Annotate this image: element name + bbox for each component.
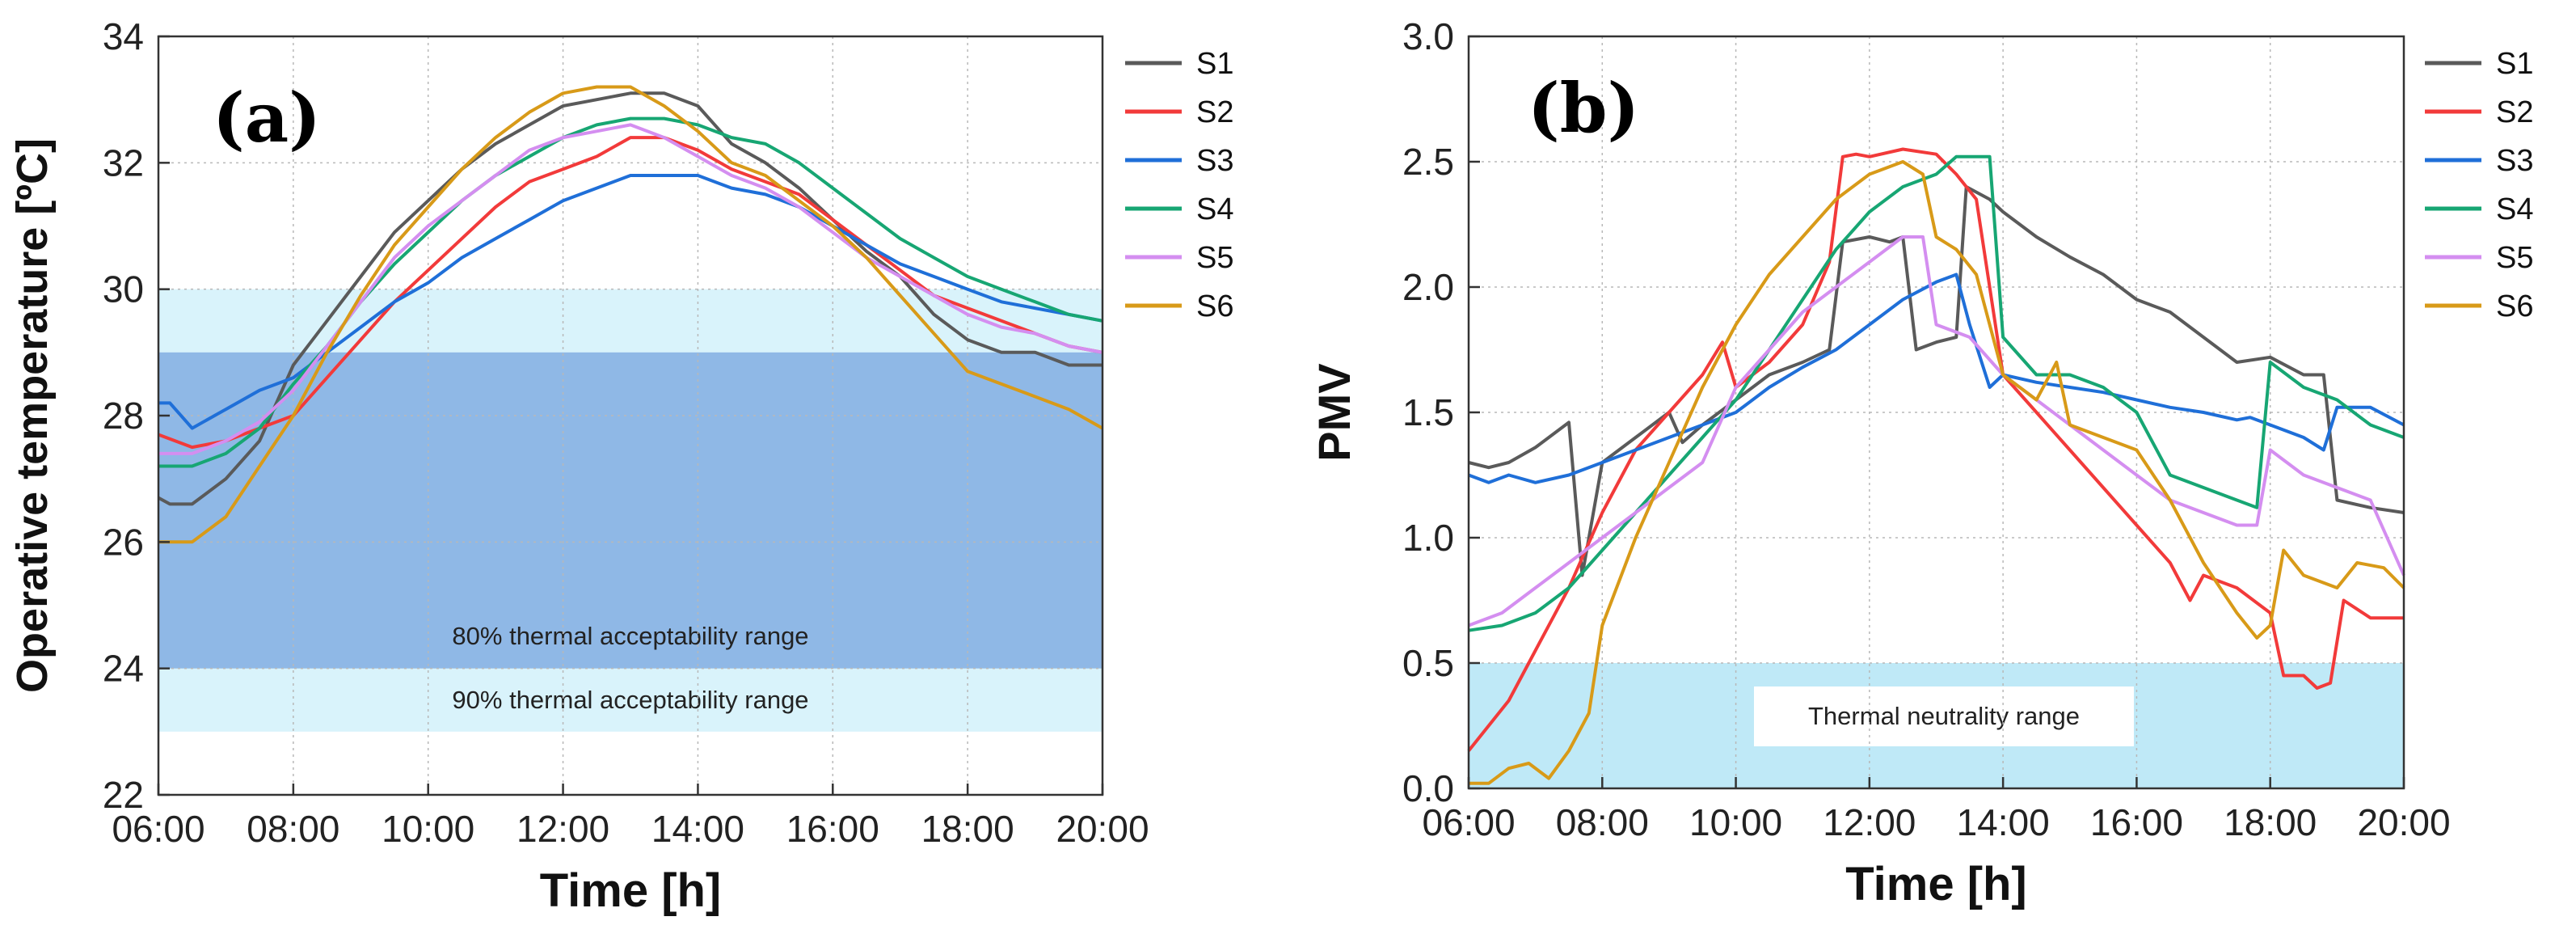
x-tick-label: 12:00	[516, 808, 609, 850]
x-axis-title: Time [h]	[1845, 858, 2027, 910]
legend-label-s5: S5	[2496, 241, 2533, 275]
legend: S1 S2 S3 S4 S5 S6	[2425, 47, 2533, 323]
y-tick-label: 26	[103, 521, 144, 563]
y-tick-labels: 22 24 26 28 30 32 34	[103, 15, 170, 816]
band-label-box	[1754, 686, 2134, 746]
x-tick-label: 20:00	[1056, 808, 1149, 850]
y-tick-label: 1.5	[1402, 391, 1454, 433]
legend-label-s5: S5	[1196, 241, 1233, 275]
x-tick-label: 06:00	[112, 808, 204, 850]
series-line-s2	[158, 136, 1103, 450]
y-tick-labels: 0.0 0.5 1.0 1.5 2.0 2.5 3.0	[1402, 15, 1480, 809]
panel-label-b: (b)	[1528, 68, 1639, 148]
panel-a-operative-temperature: 80% thermal acceptability range 90% therm…	[8, 15, 1233, 917]
legend-label-s4: S4	[2496, 192, 2533, 226]
legend-label-s4: S4	[1196, 192, 1233, 226]
x-tick-labels: 06:00 08:00 10:00 12:00 14:00 16:00 18:00 20:00	[112, 784, 1149, 850]
y-tick-label: 22	[103, 774, 144, 816]
y-axis-title: Operative temperature [ºC]	[8, 138, 57, 693]
panel-b-pmv: Thermal neutrality range 06:00 08:00 10:00…	[1309, 15, 2533, 910]
x-tick-label: 10:00	[1689, 801, 1782, 843]
legend-label-s3: S3	[1196, 144, 1233, 178]
band-label-1: 90% thermal acceptability range	[452, 686, 808, 714]
y-tick-label: 2.0	[1402, 266, 1454, 308]
y-tick-label: 0.5	[1402, 642, 1454, 684]
x-tick-label: 16:00	[786, 808, 879, 850]
y-tick-label: 28	[103, 395, 144, 437]
legend-label-s6: S6	[2496, 289, 2533, 323]
series-line-s1	[158, 91, 1102, 506]
series-line-s6	[158, 85, 1103, 544]
series-line-s6	[1469, 160, 2405, 785]
y-tick-label: 3.0	[1402, 15, 1454, 57]
y-axis-title: PMV	[1309, 363, 1360, 461]
neutrality-band: Thermal neutrality range	[1469, 663, 2404, 788]
y-tick-label: 0.0	[1402, 767, 1454, 809]
series-lines	[158, 85, 1103, 544]
series-line-s5	[158, 123, 1103, 455]
x-tick-label: 18:00	[921, 808, 1014, 850]
series-line-s5	[1468, 235, 2405, 627]
x-tick-label: 08:00	[247, 808, 339, 850]
y-tick-label: 1.0	[1402, 517, 1454, 559]
x-tick-label: 10:00	[382, 808, 474, 850]
x-tick-label: 20:00	[2357, 801, 2450, 843]
x-tick-labels: 06:00 08:00 10:00 12:00 14:00 16:00 18:00 20:00	[1422, 777, 2451, 843]
legend-label-s1: S1	[1196, 47, 1233, 81]
y-tick-label: 32	[103, 142, 144, 184]
series-line-s3	[1468, 272, 2405, 484]
y-tick-label: 34	[103, 15, 144, 57]
series-line-s4	[1468, 154, 2405, 632]
x-axis-title: Time [h]	[540, 864, 722, 917]
legend-label-s3: S3	[2496, 144, 2533, 178]
band-label-0: Thermal neutrality range	[1808, 702, 2080, 730]
legend-label-s2: S2	[2496, 95, 2533, 129]
panel-label-a: (a)	[213, 78, 321, 158]
x-tick-label: 08:00	[1556, 801, 1649, 843]
x-tick-label: 14:00	[1957, 801, 2050, 843]
gridlines	[1469, 36, 2404, 788]
x-tick-label: 06:00	[1422, 801, 1515, 843]
legend-label-s1: S1	[2496, 47, 2533, 81]
y-tick-label: 30	[103, 268, 144, 310]
x-tick-label: 16:00	[2090, 801, 2183, 843]
gridlines	[158, 36, 1102, 795]
band-1	[158, 352, 1102, 669]
x-tick-label: 14:00	[651, 808, 744, 850]
band-label-0: 80% thermal acceptability range	[452, 622, 808, 650]
legend-label-s2: S2	[1196, 95, 1233, 129]
series-line-s3	[158, 174, 1103, 430]
y-tick-label: 24	[103, 648, 144, 690]
x-tick-label: 12:00	[1823, 801, 1916, 843]
y-tick-label: 2.5	[1402, 141, 1454, 183]
legend-label-s6: S6	[1196, 289, 1233, 323]
series-lines	[1467, 147, 2405, 785]
legend: S1 S2 S3 S4 S5 S6	[1125, 47, 1233, 323]
x-tick-label: 18:00	[2224, 801, 2317, 843]
